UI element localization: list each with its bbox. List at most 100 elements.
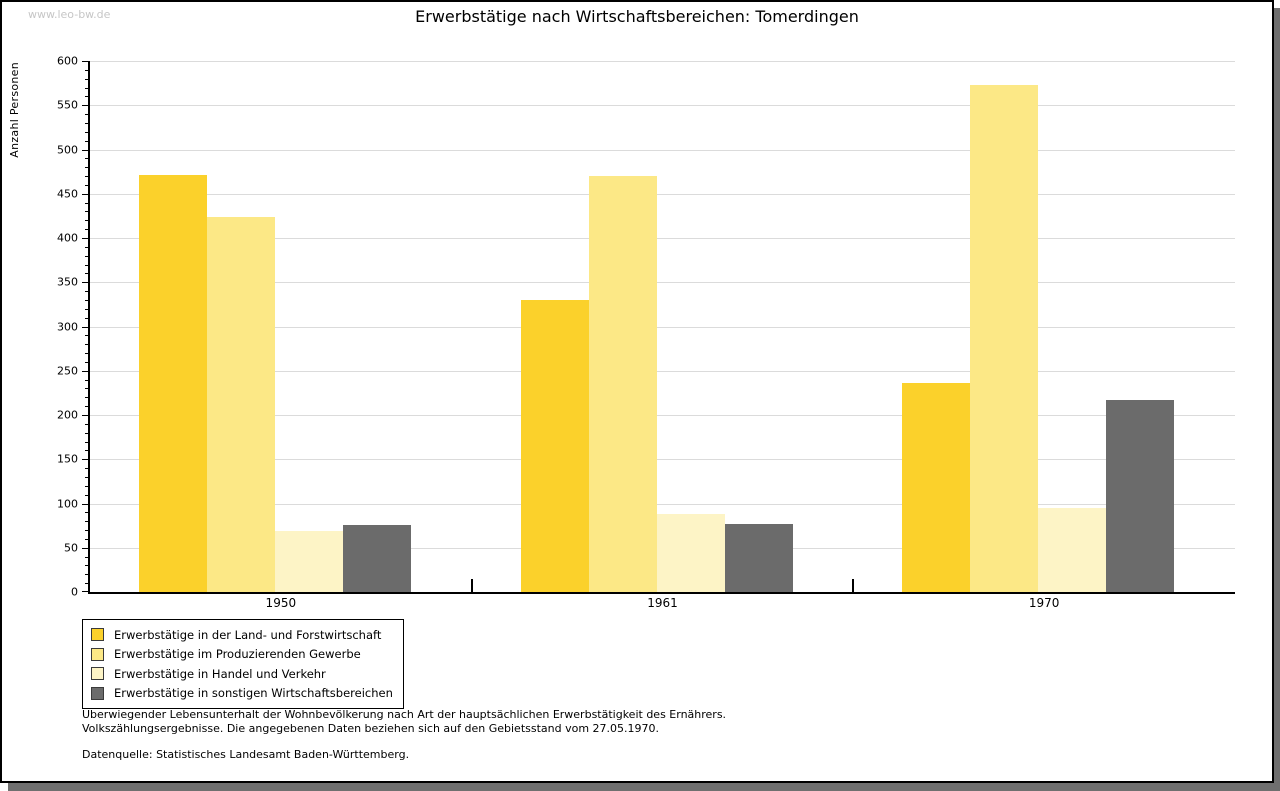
bar-1961-series2 — [588, 176, 657, 592]
legend-swatch — [91, 667, 104, 681]
gridline-500 — [90, 149, 1235, 151]
y-minor-tick — [85, 273, 88, 275]
y-minor-tick — [85, 176, 88, 178]
y-major-tick — [82, 282, 88, 284]
y-major-tick — [82, 547, 88, 549]
y-minor-tick — [85, 538, 88, 540]
y-minor-tick — [85, 423, 88, 425]
bar-1970-series3 — [1038, 507, 1107, 592]
legend-label: Erwerbstätige in sonstigen Wirtschaftsbe… — [114, 686, 393, 701]
y-major-tick — [82, 238, 88, 239]
y-minor-tick — [85, 317, 88, 319]
footnote-source: Datenquelle: Statistisches Landesamt Bad… — [82, 748, 410, 761]
y-major-tick — [82, 591, 88, 592]
y-tick-label: 200 — [57, 408, 78, 422]
y-minor-tick — [85, 158, 88, 160]
bar-1950-series1 — [139, 175, 207, 592]
footnotes: Überwiegender Lebensunterhalt der Wohnbe… — [82, 708, 726, 762]
bar-1961-series1 — [520, 299, 589, 592]
y-tick-label: 150 — [57, 452, 78, 466]
y-minor-tick — [85, 583, 88, 585]
y-tick-label: 450 — [57, 187, 78, 201]
x-category-tick — [852, 579, 855, 592]
y-tick-label: 550 — [57, 98, 78, 112]
gridline-300 — [90, 326, 1235, 328]
y-tick-label: 500 — [57, 143, 78, 156]
footnote-line: Überwiegender Lebensunterhalt der Wohnbe… — [82, 708, 727, 721]
bar-1970-series4 — [1106, 399, 1175, 592]
y-minor-tick — [85, 521, 88, 523]
gridline-150 — [90, 459, 1235, 461]
x-category-tick — [470, 579, 473, 592]
y-major-tick — [82, 61, 88, 62]
y-minor-tick — [85, 574, 88, 576]
y-minor-tick — [85, 344, 88, 346]
y-minor-tick — [85, 353, 88, 355]
y-minor-tick — [85, 406, 88, 408]
y-major-tick — [82, 370, 88, 372]
y-minor-tick — [85, 556, 88, 558]
gridline-600 — [90, 61, 1235, 62]
y-tick-label: 400 — [57, 231, 78, 245]
y-minor-tick — [85, 530, 88, 532]
y-minor-tick — [85, 361, 88, 363]
gridline-400 — [90, 238, 1235, 239]
y-minor-tick — [85, 441, 88, 443]
y-tick-label: 100 — [57, 497, 78, 510]
y-minor-tick — [85, 494, 88, 496]
y-axis: 0 50 100 150 200 250 300 350 400 450 500 550 600 — [2, 55, 88, 599]
gridline-350 — [90, 282, 1235, 284]
y-minor-tick — [85, 246, 88, 248]
legend-item-1: Erwerbstätige in der Land- und Forstwirt… — [91, 625, 393, 645]
legend-swatch — [91, 647, 104, 661]
y-minor-tick — [85, 432, 88, 434]
gridline-550 — [90, 105, 1235, 107]
y-minor-tick — [85, 299, 88, 301]
legend: Erwerbstätige in der Land- und Forstwirt… — [82, 619, 404, 709]
legend-swatch — [91, 628, 104, 642]
gridline-200 — [90, 415, 1235, 416]
bar-1970-series1 — [902, 383, 971, 592]
y-minor-tick — [85, 78, 88, 80]
y-major-tick — [82, 326, 88, 328]
y-minor-tick — [85, 512, 88, 514]
gridline-250 — [90, 370, 1235, 372]
y-minor-tick — [85, 388, 88, 390]
chart-title: Erwerbstätige nach Wirtschaftsbereichen:… — [415, 7, 859, 26]
y-tick-label: 600 — [57, 54, 78, 68]
y-minor-tick — [85, 468, 88, 470]
bar-1970-series2 — [970, 84, 1039, 592]
legend-label: Erwerbstätige in Handel und Verkehr — [114, 666, 326, 681]
legend-item-3: Erwerbstätige in Handel und Verkehr — [91, 664, 393, 684]
y-minor-tick — [85, 308, 88, 310]
y-minor-tick — [85, 69, 88, 71]
y-minor-tick — [85, 476, 88, 478]
y-major-tick — [82, 193, 88, 195]
legend-item-2: Erwerbstätige im Produzierenden Gewerbe — [91, 645, 393, 665]
y-tick-label: 0 — [71, 585, 78, 599]
x-category-label: 1950 — [265, 596, 297, 610]
x-axis: 1950 1961 1970 — [90, 596, 1235, 614]
y-minor-tick — [85, 202, 88, 204]
y-tick-label: 300 — [57, 320, 78, 333]
y-tick-label: 250 — [57, 364, 78, 378]
watermark: www.leo-bw.de — [28, 8, 111, 21]
y-minor-tick — [85, 255, 88, 257]
y-minor-tick — [85, 450, 88, 452]
y-minor-tick — [85, 379, 88, 381]
y-minor-tick — [85, 291, 88, 293]
legend-label: Erwerbstätige in der Land- und Forstwirt… — [114, 627, 382, 642]
bar-1950-series4 — [343, 524, 411, 592]
legend-label: Erwerbstätige im Produzierenden Gewerbe — [114, 647, 361, 662]
y-minor-tick — [85, 211, 88, 213]
y-major-tick — [82, 149, 88, 151]
plot-area — [88, 61, 1235, 594]
y-minor-tick — [85, 485, 88, 487]
y-minor-tick — [85, 565, 88, 567]
bar-1950-series2 — [207, 216, 275, 592]
y-minor-tick — [85, 220, 88, 222]
footnote-line: Volkszählungsergebnisse. Die angegebenen… — [82, 722, 660, 735]
y-minor-tick — [85, 184, 88, 186]
y-minor-tick — [85, 264, 88, 266]
